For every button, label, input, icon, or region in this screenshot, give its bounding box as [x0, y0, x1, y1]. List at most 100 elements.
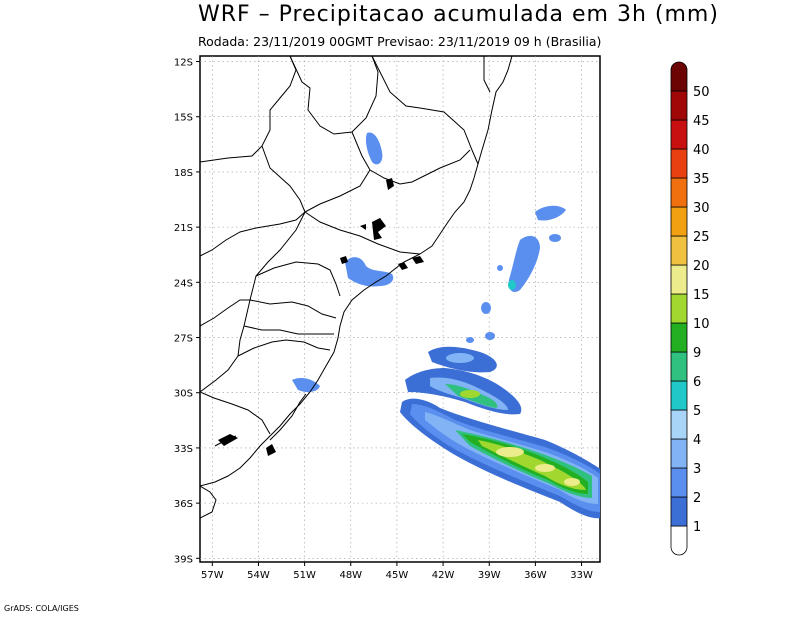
lon-label: 45W: [386, 570, 409, 581]
lagoa-dos-patos: [269, 393, 307, 441]
colorbar-label: 50: [693, 85, 710, 100]
border-10: [255, 261, 341, 297]
colorbar-label: 1: [693, 520, 701, 535]
precip-blob-offshore-7: [508, 280, 516, 290]
colorbar-segment: [670, 293, 688, 324]
border-8: [304, 211, 421, 255]
precip-core-2: [535, 464, 555, 472]
precip-blob-offshore-5: [485, 332, 495, 340]
credit-text: GrADS: COLA/IGES: [4, 604, 79, 613]
lon-label: 54W: [247, 570, 270, 581]
colorbar-segment: [670, 206, 688, 237]
chart-title: WRF – Precipitacao acumulada em 3h (mm): [198, 2, 719, 27]
colorbar-label: 9: [693, 346, 701, 361]
colorbar-label: 30: [693, 201, 710, 216]
colorbar-segment: [670, 177, 688, 208]
lake-3: [360, 224, 366, 230]
colorbar-label: 45: [693, 114, 710, 129]
axes: 12S 15S 18S 21S 24S 27S 30S 33S 36S 39S 57W 54W 51W 4…: [174, 58, 593, 581]
colorbar-label: 20: [693, 259, 710, 274]
border-4: [200, 56, 297, 163]
precipitation-field: [292, 132, 600, 519]
colorbar-segment: [670, 496, 688, 527]
lon-label: 39W: [478, 570, 501, 581]
colorbar-segment: [670, 380, 688, 411]
colorbar-label: 10: [693, 317, 710, 332]
lat-label: 27S: [174, 334, 193, 345]
coastlines-and-borders: [200, 56, 513, 519]
lon-label: 48W: [339, 570, 362, 581]
colorbar-label: 6: [693, 375, 701, 390]
lon-label: 51W: [293, 570, 316, 581]
graticule: [200, 56, 600, 562]
border-13: [237, 339, 331, 357]
precip-blob-offshore-9: [466, 337, 474, 343]
colorbar-segment: [670, 351, 688, 382]
precip-blob-offshore-1b: [446, 353, 474, 363]
colorbar-segment: [670, 90, 688, 121]
atlantic-coastline: [200, 56, 513, 487]
colorbar-segment: [670, 61, 688, 92]
lakes: [218, 178, 424, 456]
chart-subtitle: Rodada: 23/11/2019 00GMT Previsao: 23/11…: [198, 34, 602, 49]
colorbar-label: 25: [693, 230, 710, 245]
lake-5: [398, 262, 408, 270]
border-15: [200, 391, 271, 435]
border-14: [200, 355, 239, 393]
border-5: [261, 145, 306, 213]
colorbar-segment: [670, 148, 688, 179]
border-12: [243, 325, 334, 335]
precip-core-3: [564, 478, 580, 486]
precip-blob-offshore-3: [535, 205, 566, 221]
lon-label: 42W: [432, 570, 455, 581]
colorbar-segment: [670, 467, 688, 498]
lon-label: 33W: [570, 570, 593, 581]
border-3: [483, 56, 491, 93]
border-2: [371, 56, 479, 165]
lake-6: [412, 256, 424, 264]
lon-label: 57W: [201, 570, 224, 581]
colorbar-segment: [670, 119, 688, 150]
precip-blob-offshore-2: [508, 235, 540, 293]
border-1: [289, 56, 379, 135]
lake-7: [218, 434, 238, 446]
lat-label: 30S: [174, 389, 193, 400]
precip-core-1: [496, 447, 524, 457]
lake-4: [340, 256, 348, 264]
colorbar-segment: [670, 525, 688, 556]
lat-label: 33S: [174, 444, 193, 455]
precip-blob-rs: [292, 378, 320, 393]
lat-label: 36S: [174, 499, 193, 510]
lat-label: 39S: [174, 554, 193, 565]
colorbar-label: 3: [693, 462, 701, 477]
border-7: [369, 149, 471, 185]
colorbar-segment: [670, 264, 688, 295]
lat-label: 21S: [174, 223, 193, 234]
colorbar-label: 40: [693, 143, 710, 158]
lat-label: 12S: [174, 58, 193, 69]
precip-blob-offshore-6: [549, 234, 561, 242]
lake-8: [266, 444, 276, 456]
lake-1: [386, 178, 394, 190]
colorbar-segment: [670, 409, 688, 440]
colorbar-label: 2: [693, 491, 701, 506]
colorbar-segment: [670, 322, 688, 353]
colorbar-label: 15: [693, 288, 710, 303]
precip-blob-minas: [365, 132, 383, 165]
colorbar-label: 5: [693, 404, 701, 419]
colorbar-label: 35: [693, 172, 710, 187]
border-17: [200, 211, 306, 257]
colorbar-label: 4: [693, 433, 701, 448]
precip-blob-offshore-8: [497, 265, 503, 271]
border-11: [249, 299, 337, 319]
colorbar-segment: [670, 235, 688, 266]
border-18: [200, 485, 217, 519]
lat-label: 15S: [174, 113, 193, 124]
precip-middle-core: [460, 390, 480, 398]
border-6: [304, 131, 371, 213]
lake-2: [372, 218, 386, 240]
lon-label: 36W: [524, 570, 547, 581]
precip-blob-offshore-4: [481, 302, 491, 314]
